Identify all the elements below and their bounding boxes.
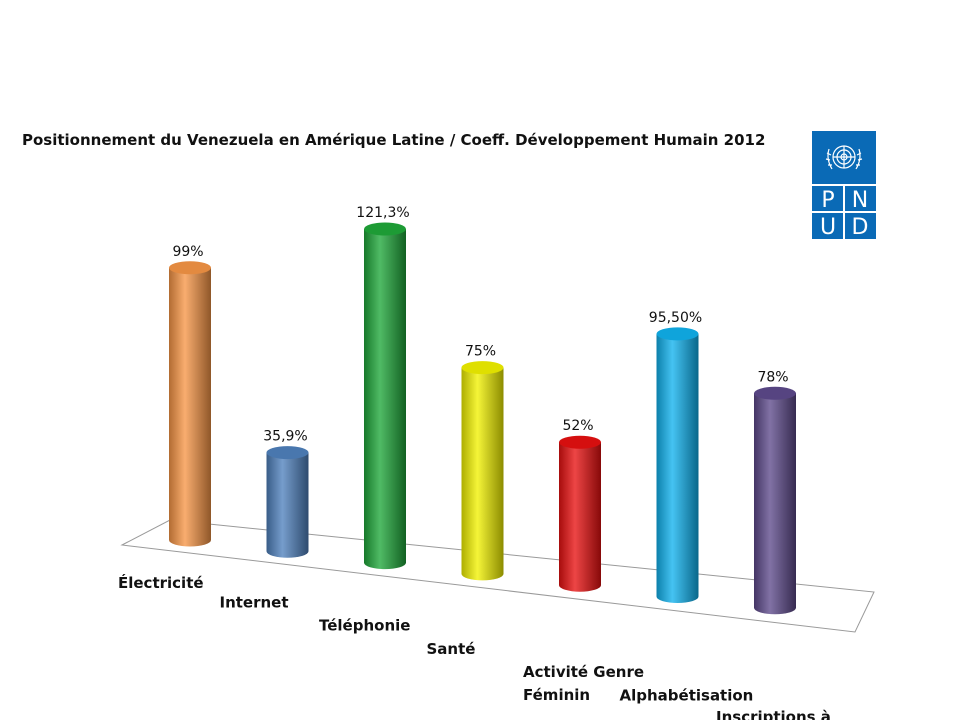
data-label-1: 35,9% bbox=[263, 429, 307, 445]
chart-title: Positionnement du Venezuela en Amérique … bbox=[22, 131, 766, 149]
category-label-2: Téléphonie bbox=[319, 617, 410, 635]
bar-1 bbox=[266, 446, 309, 558]
bar-3 bbox=[461, 361, 504, 581]
data-label-5: 95,50% bbox=[649, 310, 702, 326]
bar-body-3 bbox=[461, 367, 504, 581]
data-label-3: 75% bbox=[465, 344, 496, 360]
bar-top-0 bbox=[169, 261, 211, 275]
data-label-0: 99% bbox=[172, 244, 203, 260]
bar-body-2 bbox=[364, 229, 406, 570]
bar-body-4 bbox=[559, 442, 601, 592]
bar-body-5 bbox=[656, 333, 699, 603]
category-label-5: Alphabétisation bbox=[620, 687, 754, 705]
logo-letter-p: P bbox=[821, 188, 834, 213]
bar-5 bbox=[656, 327, 699, 603]
category-labels-group: Électricité Internet Téléphonie Santé Activi… bbox=[118, 573, 831, 720]
category-label-4: Activité Genre Féminin bbox=[523, 663, 644, 704]
bar-top-2 bbox=[364, 222, 406, 236]
bar-2 bbox=[364, 222, 406, 570]
category-label-1: Internet bbox=[220, 593, 289, 611]
bar-top-4 bbox=[559, 435, 601, 449]
data-label-4: 52% bbox=[562, 418, 593, 434]
bar-4 bbox=[559, 435, 601, 592]
data-label-2: 121,3% bbox=[356, 205, 409, 221]
bar-body-6 bbox=[754, 393, 796, 615]
un-emblem-icon bbox=[825, 145, 863, 170]
data-label-6: 78% bbox=[757, 369, 788, 385]
bar-top-1 bbox=[266, 446, 309, 460]
category-label-3: Santé bbox=[427, 640, 476, 658]
bars-group: 99% 35,9% 121,3% 75% 52% 95,50% 78% bbox=[169, 205, 796, 615]
bar-6 bbox=[754, 386, 796, 615]
category-label-6: Inscriptions àl'université bbox=[716, 708, 831, 720]
bar-top-6 bbox=[754, 386, 796, 400]
bar-body-1 bbox=[266, 452, 309, 558]
logo-letter-n: N bbox=[852, 188, 868, 213]
logo-letter-u: U bbox=[820, 215, 836, 239]
bar-top-3 bbox=[461, 361, 504, 375]
logo-letter-d: D bbox=[852, 215, 869, 239]
category-label-0: Électricité bbox=[118, 573, 204, 592]
bar-top-5 bbox=[656, 327, 699, 341]
pnud-logo: P N U D bbox=[812, 131, 876, 240]
bar-0 bbox=[169, 261, 211, 547]
bar-body-0 bbox=[169, 267, 211, 547]
